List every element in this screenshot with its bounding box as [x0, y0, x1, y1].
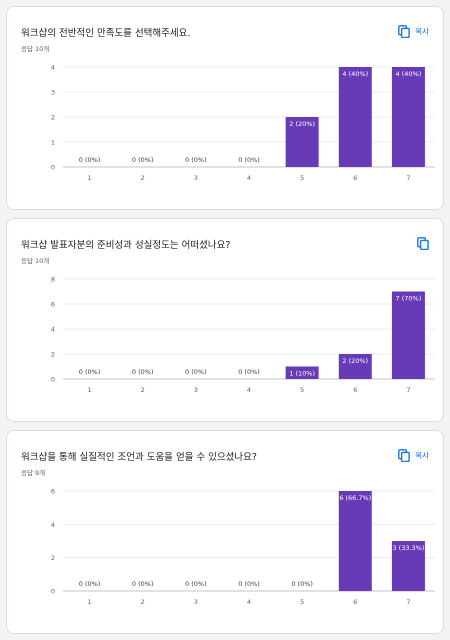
data-label: 6 (66.7%) [339, 494, 371, 502]
y-tick-label: 8 [51, 276, 55, 284]
data-label: 0 (0%) [185, 580, 207, 588]
y-tick-label: 6 [51, 301, 55, 309]
copy-icon [398, 448, 410, 462]
copy-label: 복사 [415, 450, 429, 460]
question-title: 워크샵을 통해 실질적인 조언과 도움을 얻을 수 있으셨나요? [21, 452, 257, 463]
y-tick-label: 0 [51, 588, 55, 596]
copy-button[interactable]: 복사 [398, 447, 429, 463]
data-label: 0 (0%) [79, 156, 101, 164]
x-tick-label: 1 [88, 174, 92, 182]
data-label: 0 (0%) [132, 368, 154, 376]
bar [391, 541, 425, 591]
data-label: 0 (0%) [291, 580, 313, 588]
y-tick-label: 4 [51, 64, 55, 72]
data-label: 4 (40%) [342, 70, 368, 78]
question-card-2: 워크샵 발표자분의 준비성과 성실정도는 어떠셨나요? 응답 10개 0 2 4 6 8… [6, 218, 444, 422]
y-tick-label: 0 [51, 376, 55, 384]
y-tick-label: 3 [51, 89, 55, 97]
x-tick-label: 1 [88, 598, 92, 606]
data-label: 3 (33.3%) [392, 544, 424, 552]
x-tick-label: 5 [300, 174, 304, 182]
data-label: 0 (0%) [238, 368, 260, 376]
bar [338, 491, 372, 591]
x-tick-label: 4 [247, 174, 251, 182]
x-tick-label: 7 [406, 174, 410, 182]
y-tick-label: 2 [51, 114, 55, 122]
data-label: 0 (0%) [79, 580, 101, 588]
bar-chart: 0 2 4 6 8 0 (0%) 1 0 (0%) 2 0 (0%) 3 0 (0%) 4 1 (10%)… [51, 276, 435, 394]
bar [391, 67, 425, 167]
data-label: 7 (70%) [396, 295, 422, 303]
x-tick-label: 1 [88, 386, 92, 394]
question-title: 워크샵 발표자분의 준비성과 성실정도는 어떠셨나요? [21, 240, 231, 251]
y-tick-label: 1 [51, 139, 55, 147]
data-label: 0 (0%) [79, 368, 101, 376]
x-tick-label: 4 [247, 598, 251, 606]
question-card-1: 워크샵의 전반적인 만족도를 선택해주세요. 응답 10개 복사 0 1 2 3 4 0 … [6, 6, 444, 210]
x-tick-label: 3 [194, 386, 198, 394]
x-tick-label: 6 [353, 598, 357, 606]
data-label: 2 (20%) [289, 120, 315, 128]
question-title: 워크샵의 전반적인 만족도를 선택해주세요. [21, 28, 191, 39]
bar-chart: 0 1 2 3 4 0 (0%) 1 0 (0%) 2 0 (0%) 3 0 (0%) 4 2 (20%)… [51, 64, 435, 182]
copy-icon [417, 236, 429, 250]
copy-button[interactable]: 복사 [398, 23, 429, 39]
y-tick-label: 0 [51, 164, 55, 172]
response-count: 응답 10개 [21, 45, 50, 53]
bar [391, 291, 425, 379]
question-card-3: 워크샵을 통해 실질적인 조언과 도움을 얻을 수 있으셨나요? 응답 9개 복… [6, 430, 444, 634]
data-label: 0 (0%) [132, 580, 154, 588]
bar [338, 354, 372, 379]
data-label: 0 (0%) [185, 368, 207, 376]
x-tick-label: 2 [141, 386, 145, 394]
x-tick-label: 7 [406, 598, 410, 606]
bar [338, 67, 372, 167]
data-label: 4 (40%) [396, 70, 422, 78]
copy-icon [398, 24, 410, 38]
x-tick-label: 6 [353, 386, 357, 394]
y-tick-label: 4 [51, 326, 55, 334]
x-tick-label: 2 [141, 598, 145, 606]
copy-button[interactable] [417, 235, 429, 251]
bar [285, 366, 319, 379]
x-tick-label: 3 [194, 598, 198, 606]
y-tick-label: 2 [51, 554, 55, 562]
bar-chart: 0 2 4 6 0 (0%) 1 0 (0%) 2 0 (0%) 3 0 (0%) 4 0 (0%) 5 6… [51, 488, 435, 606]
x-tick-label: 3 [194, 174, 198, 182]
x-tick-label: 2 [141, 174, 145, 182]
bar [285, 117, 319, 167]
y-tick-label: 2 [51, 351, 55, 359]
x-tick-label: 5 [300, 386, 304, 394]
data-label: 1 (10%) [289, 370, 315, 378]
x-tick-label: 4 [247, 386, 251, 394]
data-label: 0 (0%) [238, 156, 260, 164]
x-tick-label: 6 [353, 174, 357, 182]
x-tick-label: 5 [300, 598, 304, 606]
copy-label: 복사 [415, 26, 429, 36]
response-count: 응답 10개 [21, 257, 50, 265]
data-label: 0 (0%) [185, 156, 207, 164]
data-label: 2 (20%) [342, 357, 368, 365]
data-label: 0 (0%) [238, 580, 260, 588]
data-label: 0 (0%) [132, 156, 154, 164]
x-tick-label: 7 [406, 386, 410, 394]
y-tick-label: 6 [51, 488, 55, 496]
response-count: 응답 9개 [21, 469, 46, 477]
y-tick-label: 4 [51, 521, 55, 529]
